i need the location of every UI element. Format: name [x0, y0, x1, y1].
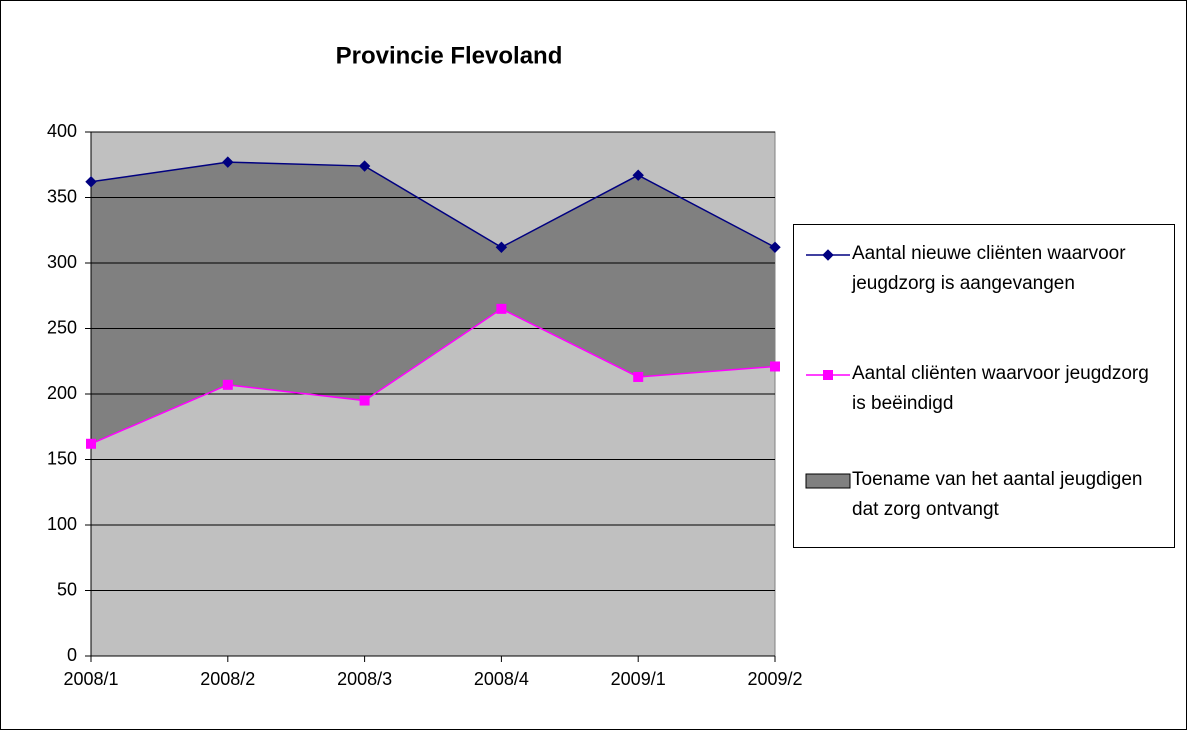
fill-area: [91, 162, 775, 444]
x-tick-label: 2008/4: [474, 669, 529, 689]
x-tick-label: 2008/1: [63, 669, 118, 689]
point: [770, 361, 780, 372]
point: [495, 241, 508, 253]
legend-swatch: [806, 249, 850, 261]
legend-marker: [823, 370, 833, 380]
y-tick-label: 150: [47, 448, 77, 468]
point: [359, 395, 370, 406]
legend-label: Aantal cliënten waarvoor jeugdzorg is be…: [852, 363, 1149, 414]
legend-entry: Aantal nieuwe cliënten waarvoor jeugdzor…: [804, 239, 1162, 299]
line: [90, 307, 776, 445]
line: [90, 161, 776, 249]
x-tick-label: 2008/3: [337, 669, 392, 689]
legend: Aantal nieuwe cliënten waarvoor jeugdzor…: [793, 224, 1175, 548]
legend-label: Toename van het aantal jeugdigen dat zor…: [852, 469, 1143, 520]
y-tick-label: 0: [67, 645, 77, 665]
legend-swatch: [805, 473, 851, 489]
point: [222, 156, 234, 168]
y-tick-label: 50: [57, 579, 77, 599]
y-tick-label: 300: [47, 252, 77, 272]
point: [358, 160, 371, 172]
y-tick-label: 400: [47, 121, 77, 141]
x-tick-label: 2008/2: [200, 669, 255, 689]
y-tick-label: 100: [47, 514, 77, 534]
x-tick-label: 2009/1: [611, 669, 666, 689]
point: [632, 169, 644, 181]
y-tick-label: 250: [47, 317, 77, 337]
x-tick-label: 2009/2: [747, 669, 802, 689]
point: [769, 241, 781, 253]
y-tick-label: 200: [47, 383, 77, 403]
legend-label: Aantal nieuwe cliënten waarvoor jeugdzor…: [852, 243, 1126, 294]
legend-entry: Toename van het aantal jeugdigen dat zor…: [804, 465, 1162, 525]
point: [222, 379, 233, 390]
point: [633, 371, 644, 382]
point: [85, 176, 97, 188]
legend-swatch: [806, 370, 850, 380]
legend-entry: Aantal cliënten waarvoor jeugdzorg is be…: [804, 359, 1162, 419]
point: [86, 438, 96, 449]
point: [496, 303, 507, 314]
chart-title: Provincie Flevoland: [336, 42, 563, 69]
legend-marker: [822, 249, 834, 261]
legend-fill: [805, 473, 851, 489]
y-tick-label: 350: [47, 186, 77, 206]
